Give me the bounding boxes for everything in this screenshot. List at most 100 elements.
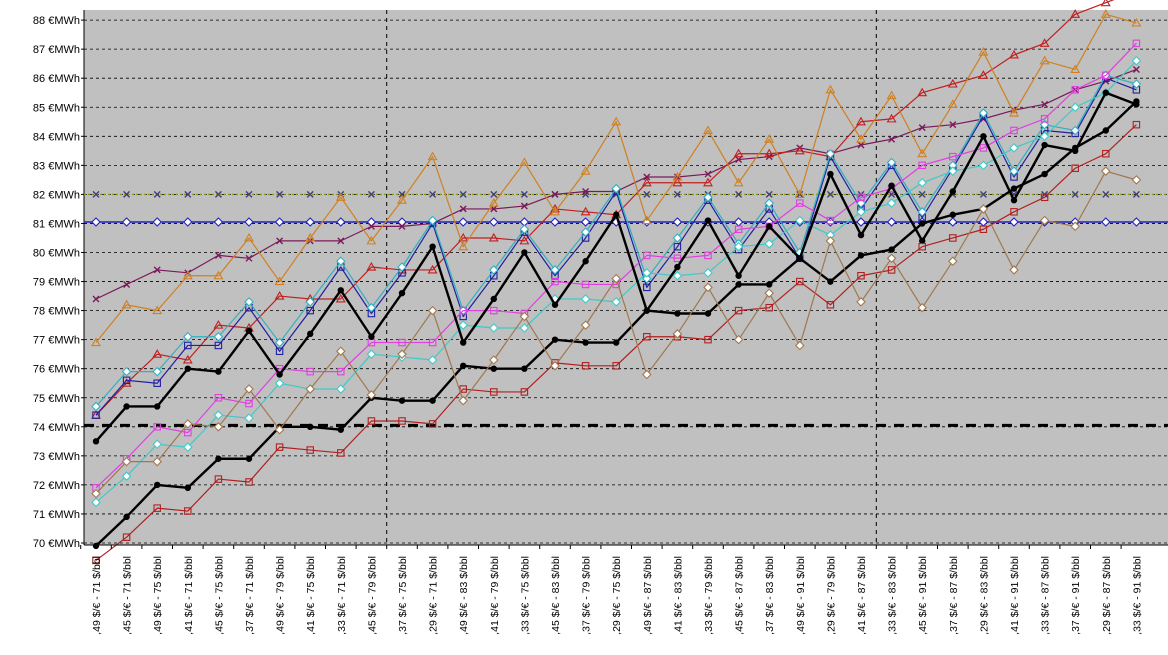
point-marker <box>641 215 652 225</box>
point-marker <box>764 134 775 143</box>
point-marker <box>91 497 101 508</box>
point-marker <box>153 266 161 274</box>
point-marker <box>796 255 803 262</box>
point-marker <box>857 231 865 239</box>
point-marker <box>611 297 621 307</box>
x-tick-label: ,41 $/€ - 83 $/bbl <box>672 556 684 635</box>
point-marker <box>826 216 835 225</box>
point-marker <box>214 475 223 483</box>
point-marker <box>947 78 958 88</box>
point-marker <box>1070 9 1081 18</box>
point-marker <box>1039 131 1050 142</box>
point-marker <box>764 148 775 158</box>
point-marker <box>367 222 375 230</box>
x-tick-label: ,33 $/€ - 91 $/bbl <box>1131 556 1143 635</box>
point-marker <box>642 369 652 380</box>
point-marker <box>888 246 895 253</box>
point-marker <box>458 320 468 330</box>
point-marker <box>1100 0 1111 7</box>
point-marker <box>121 299 132 309</box>
point-marker <box>735 272 742 279</box>
point-marker <box>827 278 834 285</box>
point-marker <box>917 87 928 97</box>
point-marker <box>979 225 988 234</box>
point-marker <box>520 202 528 210</box>
point-marker <box>182 354 193 364</box>
point-marker <box>519 235 530 245</box>
point-marker <box>673 254 682 263</box>
point-marker <box>672 270 683 281</box>
x-tick-label: ,45 $/€ - 79 $/bbl <box>366 556 378 635</box>
y-tick-label: 80 €MWh <box>33 248 80 260</box>
y-tick-label: 72 €MWh <box>33 480 80 492</box>
point-marker <box>183 442 193 452</box>
point-marker <box>582 258 589 265</box>
y-tick-label: 76 €MWh <box>33 364 80 376</box>
point-marker <box>1010 126 1018 135</box>
point-marker <box>856 297 866 307</box>
point-marker <box>796 277 804 286</box>
point-marker <box>1009 166 1019 176</box>
point-marker <box>460 362 467 369</box>
point-marker <box>490 190 498 198</box>
point-marker <box>183 217 193 227</box>
point-marker <box>1070 125 1080 136</box>
point-marker <box>703 125 713 135</box>
point-marker <box>521 249 528 256</box>
point-marker <box>856 217 866 227</box>
point-marker <box>244 297 254 307</box>
point-marker <box>611 273 621 284</box>
point-marker <box>305 217 315 227</box>
series-line <box>95 13 1137 343</box>
series-line <box>95 42 1137 489</box>
point-marker <box>795 340 805 351</box>
point-marker <box>978 70 989 79</box>
point-marker <box>427 215 438 226</box>
point-marker <box>612 362 620 370</box>
point-marker <box>613 211 620 218</box>
point-marker <box>766 223 773 230</box>
point-marker <box>335 192 346 201</box>
point-marker <box>765 190 773 198</box>
point-marker <box>154 481 161 489</box>
point-marker <box>703 282 713 293</box>
point-marker <box>673 242 682 251</box>
x-tick-label: ,45 $/€ - 71 $/bbl <box>122 556 134 635</box>
point-marker <box>153 423 161 431</box>
point-marker <box>245 399 253 408</box>
point-marker <box>276 371 283 378</box>
y-tick-label: 87 €MWh <box>33 44 80 56</box>
point-marker <box>488 232 499 242</box>
point-marker <box>735 156 743 164</box>
point-marker <box>673 190 681 198</box>
point-marker <box>1041 141 1048 149</box>
point-marker <box>367 417 376 425</box>
point-marker <box>1132 120 1141 129</box>
point-marker <box>1041 100 1049 108</box>
point-marker <box>245 455 253 462</box>
point-marker <box>643 251 651 260</box>
series-line <box>95 124 1137 561</box>
point-marker <box>182 270 193 280</box>
point-marker <box>886 253 897 264</box>
point-marker <box>184 507 192 515</box>
point-marker <box>152 439 162 450</box>
point-marker <box>918 124 926 132</box>
point-marker <box>122 376 131 385</box>
x-tick-label: ,33 $/€ - 87 $/bbl <box>1040 556 1052 635</box>
point-marker <box>1070 221 1080 232</box>
point-marker <box>489 217 499 227</box>
point-marker <box>91 401 101 412</box>
point-marker <box>917 207 927 217</box>
point-marker <box>580 227 591 237</box>
point-marker <box>366 235 377 245</box>
point-marker <box>551 190 559 198</box>
point-marker <box>703 177 713 187</box>
point-marker <box>856 116 866 126</box>
point-marker <box>643 307 650 314</box>
point-marker <box>274 337 285 348</box>
point-marker <box>826 301 835 309</box>
point-marker <box>674 310 681 317</box>
point-marker <box>274 378 285 389</box>
